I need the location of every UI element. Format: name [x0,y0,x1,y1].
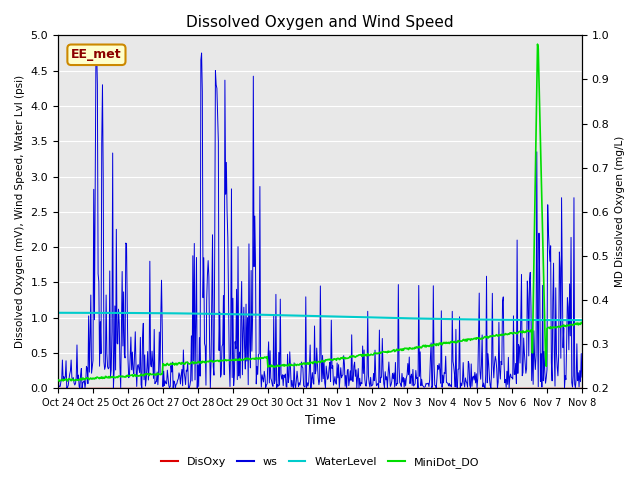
Title: Dissolved Oxygen and Wind Speed: Dissolved Oxygen and Wind Speed [186,15,454,30]
Legend: DisOxy, ws, WaterLevel, MiniDot_DO: DisOxy, ws, WaterLevel, MiniDot_DO [157,452,483,472]
Y-axis label: Dissolved Oxygen (mV), Wind Speed, Water Lvl (psi): Dissolved Oxygen (mV), Wind Speed, Water… [15,75,25,348]
Text: EE_met: EE_met [71,48,122,61]
Y-axis label: MD Dissolved Oxygen (mg/L): MD Dissolved Oxygen (mg/L) [615,136,625,288]
X-axis label: Time: Time [305,414,335,427]
